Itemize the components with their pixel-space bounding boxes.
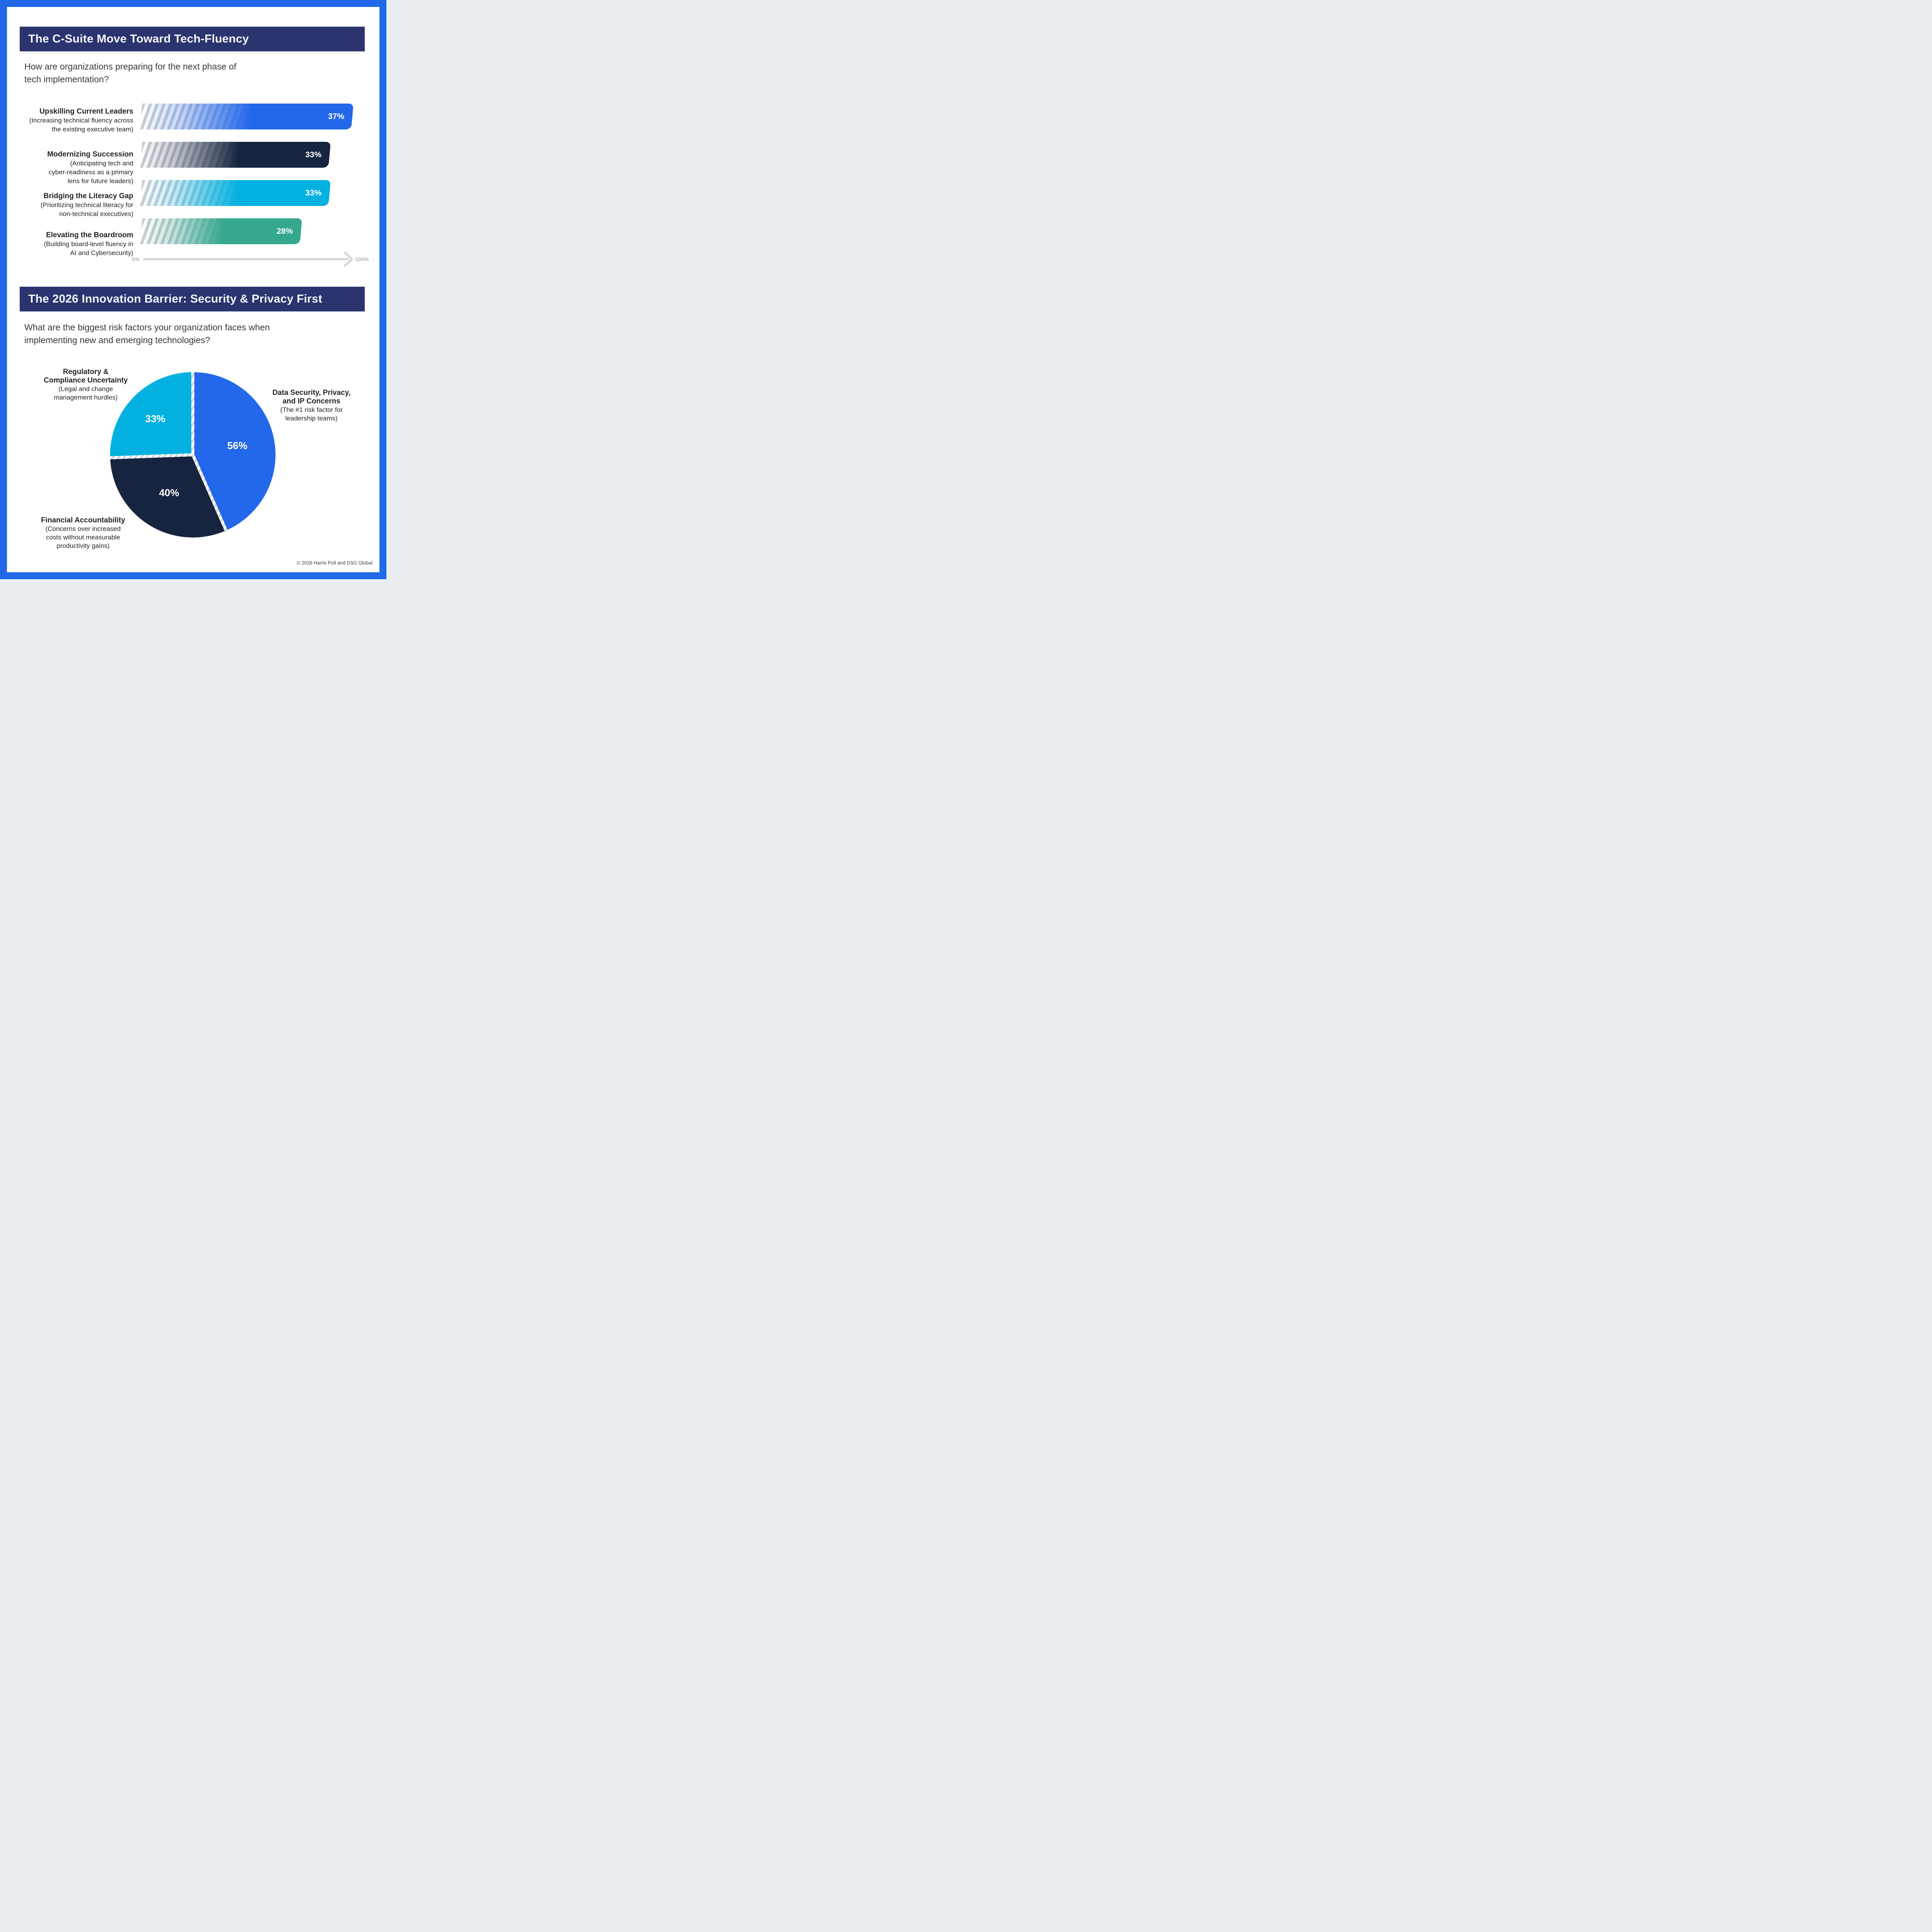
pie-label-sub-line: (The #1 risk factor for xyxy=(280,406,343,413)
axis-arrow xyxy=(143,252,353,267)
text-line: implementing new and emerging technologi… xyxy=(24,335,210,345)
bar-row: Upskilling Current Leaders (Increasing te… xyxy=(7,104,379,133)
pie-label-sub-line: (Legal and change xyxy=(58,385,113,393)
bar-category-label: Modernizing Succession (Anticipating tech… xyxy=(15,150,133,185)
bar-category-sublabel: AI and Cybersecurity) xyxy=(70,249,133,257)
bar-category-label: Upskilling Current Leaders (Increasing te… xyxy=(15,107,133,134)
bar-category-sublabel: non-technical executives) xyxy=(59,210,133,218)
pie-label-regulatory: Regulatory & Compliance Uncertainty (Legal… xyxy=(32,368,140,402)
text-line: tech implementation? xyxy=(24,74,109,84)
bar-category-label: Bridging the Literacy Gap (Prioritizing t… xyxy=(15,192,133,218)
bar-category-label: Elevating the Boardroom (Building board-l… xyxy=(15,231,133,257)
pie-label-title-line: Financial Accountability xyxy=(41,516,125,524)
bar-category-sublabel: (Increasing technical fluency across xyxy=(29,117,133,124)
pie-label-title-line: Compliance Uncertainty xyxy=(44,376,128,384)
bar xyxy=(140,180,331,206)
section2-title: The 2026 Innovation Barrier: Security & … xyxy=(28,293,322,305)
pie-value-label: 33% xyxy=(145,413,165,424)
bar-row: Elevating the Boardroom (Building board-l… xyxy=(7,218,379,257)
section2-question: What are the biggest risk factors your o… xyxy=(24,321,270,347)
bar-category-title: Elevating the Boardroom xyxy=(46,231,133,239)
bar-category-sublabel: (Building board-level fluency in xyxy=(44,240,133,248)
pie-label-sub-line: (Concerns over increased xyxy=(45,525,121,532)
pie-value-label: 40% xyxy=(159,487,179,498)
pie-value-label: 56% xyxy=(227,440,247,451)
bar-category-sublabel: cyber-readiness as a primary xyxy=(48,168,133,176)
copyright: © 2026 Harris Poll and DSG Global xyxy=(296,560,372,566)
pie-slice xyxy=(110,455,226,538)
pie-chart: 56% 40% 33% xyxy=(109,371,276,538)
bar-category-sublabel: (Anticipating tech and xyxy=(70,160,134,167)
bar-category-title: Bridging the Literacy Gap xyxy=(43,192,133,200)
bar-value-label: 28% xyxy=(276,226,293,236)
bar-value-label: 33% xyxy=(305,150,321,159)
section2-title-banner: The 2026 Innovation Barrier: Security & … xyxy=(20,287,365,311)
bar xyxy=(140,104,354,129)
bar-value-label: 37% xyxy=(328,112,344,121)
bar-category-sublabel: lens for future leaders) xyxy=(67,177,133,185)
infographic-page: The C-Suite Move Toward Tech-Fluency How… xyxy=(0,0,386,579)
bar-category-sublabel: (Prioritizing technical literacy for xyxy=(41,201,133,209)
pie-label-title-line: and IP Concerns xyxy=(282,397,340,405)
pie-label-sub-line: costs without measurable xyxy=(46,534,120,541)
bar-row: Modernizing Succession (Anticipating tech… xyxy=(7,142,379,185)
pie-label-sub-line: productivity gains) xyxy=(56,542,110,549)
text-line: What are the biggest risk factors your o… xyxy=(24,322,270,332)
section1-question: How are organizations preparing for the … xyxy=(24,60,236,86)
content-area: The C-Suite Move Toward Tech-Fluency How… xyxy=(7,7,379,572)
pie-label-data-security: Data Security, Privacy, and IP Concerns (T… xyxy=(259,389,364,423)
pie-slice xyxy=(110,372,193,458)
axis-arrowhead-icon xyxy=(343,252,353,267)
pie-slice-separator xyxy=(109,453,193,459)
section1-title-banner: The C-Suite Move Toward Tech-Fluency xyxy=(20,27,365,51)
axis-max-label: 100% xyxy=(355,256,369,262)
bar xyxy=(140,142,331,168)
pie-label-financial: Financial Accountability (Concerns over i… xyxy=(31,516,135,550)
text-line: How are organizations preparing for the … xyxy=(24,61,236,71)
pie-slice xyxy=(193,372,276,531)
axis-min-label: 0% xyxy=(132,256,140,262)
section1-title: The C-Suite Move Toward Tech-Fluency xyxy=(28,32,249,45)
pie-slice-separator xyxy=(191,454,228,532)
pie-label-sub-line: leadership teams) xyxy=(285,415,338,422)
bar-category-title: Modernizing Succession xyxy=(47,150,133,158)
pie-label-title-line: Regulatory & xyxy=(63,368,109,376)
bar-value-label: 33% xyxy=(305,188,321,197)
bar-category-title: Upskilling Current Leaders xyxy=(39,107,133,116)
bar-row: Bridging the Literacy Gap (Prioritizing t… xyxy=(7,180,379,218)
pie-label-sub-line: management hurdles) xyxy=(54,394,118,401)
bar-category-sublabel: the existing executive team) xyxy=(52,126,133,133)
bar-chart: Upskilling Current Leaders (Increasing te… xyxy=(7,104,379,257)
pie-label-title-line: Data Security, Privacy, xyxy=(272,389,351,397)
